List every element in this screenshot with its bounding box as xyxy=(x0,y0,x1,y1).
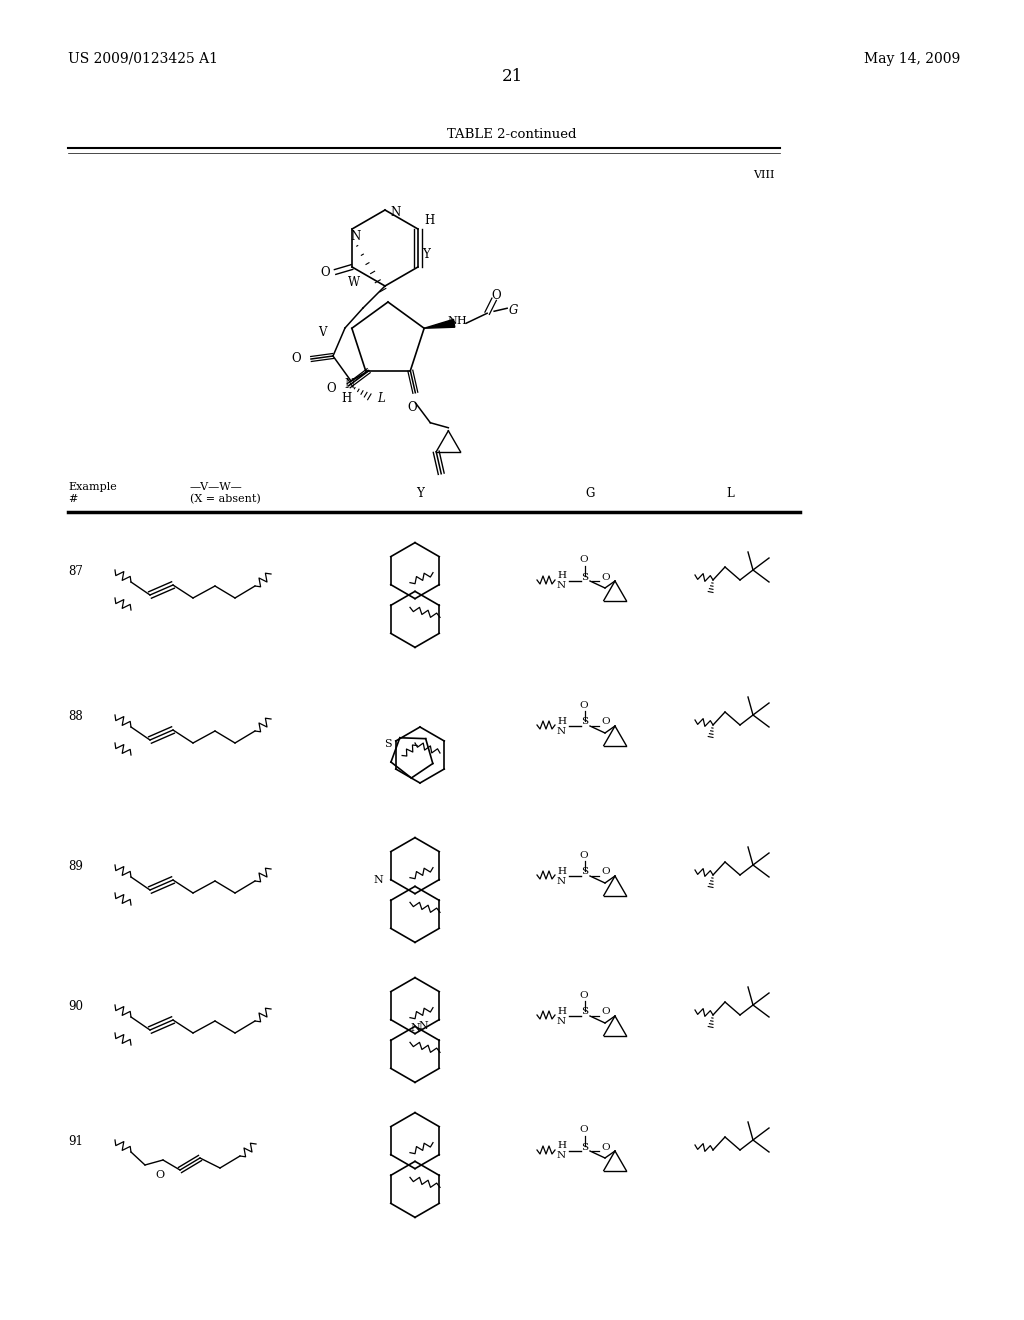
Text: S: S xyxy=(581,1007,588,1016)
Text: H: H xyxy=(557,1142,566,1151)
Text: N: N xyxy=(390,206,400,219)
Text: May 14, 2009: May 14, 2009 xyxy=(864,51,961,66)
Text: S: S xyxy=(581,867,588,876)
Text: S: S xyxy=(581,1143,588,1151)
Text: O: O xyxy=(579,990,588,999)
Text: G: G xyxy=(586,487,595,500)
Text: O: O xyxy=(601,867,609,876)
Text: 90: 90 xyxy=(68,1001,83,1012)
Text: H: H xyxy=(557,572,566,581)
Text: V: V xyxy=(318,326,327,339)
Text: S: S xyxy=(581,573,588,582)
Text: O: O xyxy=(601,573,609,582)
Text: 89: 89 xyxy=(68,861,83,873)
Text: O: O xyxy=(492,289,501,302)
Text: N: N xyxy=(557,582,566,590)
Text: 87: 87 xyxy=(68,565,83,578)
Text: N: N xyxy=(350,231,360,243)
Text: O: O xyxy=(601,1007,609,1016)
Text: VIII: VIII xyxy=(754,170,775,180)
Text: O: O xyxy=(579,701,588,710)
Text: W: W xyxy=(348,276,360,289)
Text: O: O xyxy=(601,1143,609,1151)
Text: S: S xyxy=(581,718,588,726)
Text: Y: Y xyxy=(416,487,424,500)
Text: —V—W—: —V—W— xyxy=(190,482,243,492)
Text: 91: 91 xyxy=(68,1135,83,1148)
Polygon shape xyxy=(424,319,455,329)
Text: O: O xyxy=(326,383,336,395)
Text: O: O xyxy=(408,401,417,414)
Text: TABLE 2-continued: TABLE 2-continued xyxy=(447,128,577,141)
Text: H: H xyxy=(557,717,566,726)
Text: Y: Y xyxy=(422,248,430,261)
Text: L: L xyxy=(726,487,734,500)
Text: Example: Example xyxy=(68,482,117,492)
Text: N: N xyxy=(557,1016,566,1026)
Text: N: N xyxy=(557,726,566,735)
Text: N: N xyxy=(418,1022,428,1031)
Text: H: H xyxy=(557,1006,566,1015)
Text: O: O xyxy=(579,1126,588,1134)
Text: N: N xyxy=(345,378,355,391)
Text: 88: 88 xyxy=(68,710,83,723)
Text: N: N xyxy=(373,875,383,884)
Text: O: O xyxy=(155,1170,164,1180)
Text: (X = absent): (X = absent) xyxy=(190,494,261,504)
Text: N: N xyxy=(411,1023,420,1032)
Text: H: H xyxy=(424,214,434,227)
Text: O: O xyxy=(579,850,588,859)
Text: O: O xyxy=(579,556,588,565)
Text: N: N xyxy=(447,317,457,326)
Text: #: # xyxy=(68,494,78,504)
Text: US 2009/0123425 A1: US 2009/0123425 A1 xyxy=(68,51,218,66)
Text: L: L xyxy=(377,392,385,405)
Text: G: G xyxy=(509,304,518,317)
Text: H: H xyxy=(456,317,466,326)
Text: N: N xyxy=(557,1151,566,1160)
Text: N: N xyxy=(557,876,566,886)
Text: O: O xyxy=(601,718,609,726)
Text: O: O xyxy=(292,352,301,366)
Text: S: S xyxy=(384,739,392,748)
Text: 21: 21 xyxy=(502,69,522,84)
Text: H: H xyxy=(557,866,566,875)
Text: O: O xyxy=(321,265,330,279)
Text: H: H xyxy=(341,392,351,405)
